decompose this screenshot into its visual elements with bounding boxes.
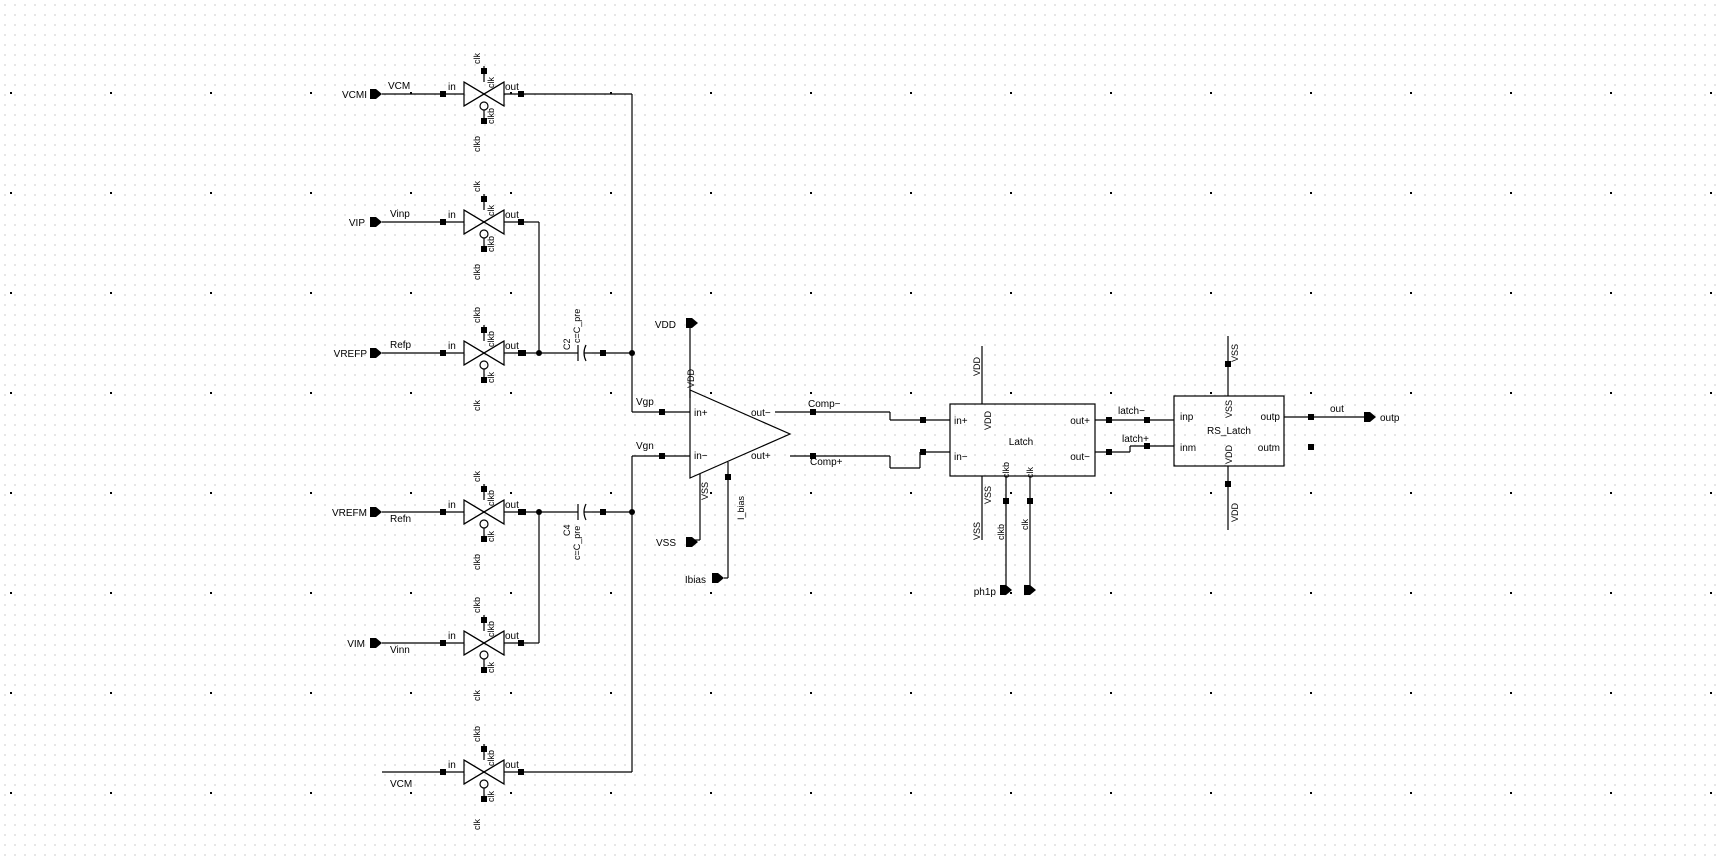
net-latch-minus-label: latch− [1118,406,1145,417]
latch-vdd-pin-label: VDD [983,410,993,430]
rs-latch-vdd-net-label: VDD [1230,502,1240,522]
rs-latch-outm-label: outm [1258,443,1280,454]
rs-latch-vss-pin-label: VSS [1224,400,1234,418]
switch-inner-top-label: clkb [486,490,496,506]
switch-in-label: in [448,760,456,771]
net-out-label: out [1330,404,1344,415]
opamp-vss-label: VSS [700,482,710,500]
switch-in-label: in [448,631,456,642]
net-comp-minus-label: Comp− [808,399,841,410]
switch-bottom-clock-label: clk [472,819,482,830]
pin-vcmi-label: VCMI [342,90,367,101]
switch-out-label: out [505,631,519,642]
switch-inner-bottom-label: clkb [486,236,496,252]
pin-vrefp-label: VREFP [334,349,368,360]
switch-in-label: in [448,341,456,352]
opamp-out-minus-label: out− [751,408,771,419]
pin-vdd-label: VDD [655,320,676,331]
switch-in-label: in [448,500,456,511]
rs-latch-name: RS_Latch [1207,426,1251,437]
switch-top-clock-label: clkb [472,597,482,613]
latch-in-plus-label: in+ [954,416,968,427]
switch-inner-top-label: clkb [486,621,496,637]
latch-in-minus-label: in− [954,452,968,463]
net-refn-label: Refn [390,514,411,525]
pin-vim-label: VIM [347,639,365,650]
net-vinn-label: Vinn [390,645,410,656]
latch-out-minus-label: out− [1070,452,1090,463]
switch-out-label: out [505,760,519,771]
net-vcm-top-label: VCM [388,81,410,92]
switch-bottom-clock-label: clkb [472,554,482,570]
switch-inner-top-label: clkb [486,750,496,766]
switch-top-clock-label: clkb [472,307,482,323]
switch-out-label: out [505,82,519,93]
rs-latch-inm-label: inm [1180,443,1196,454]
rs-latch-vss-net-label: VSS [1230,344,1240,362]
net-vgp-label: Vgp [636,397,654,408]
latch-vss-pin-label: VSS [983,486,993,504]
latch-vss-net-label: VSS [972,522,982,540]
net-latch-plus-label: latch+ [1122,434,1149,445]
switch-inner-bottom-label: clk [486,791,496,802]
net-vgn-label: Vgn [636,441,654,452]
pin-vss-label: VSS [656,538,676,549]
capacitor-c4-value: c=C_pre [572,526,582,560]
switch-inner-top-label: clkb [486,331,496,347]
switch-out-label: out [505,341,519,352]
switch-inner-top-label: clk [486,77,496,88]
switch-in-label: in [448,82,456,93]
switch-inner-bottom-label: clkb [486,108,496,124]
net-refp-label: Refp [390,340,412,351]
switch-bottom-clock-label: clk [472,400,482,411]
net-vcm-bottom-label: VCM [390,779,412,790]
switch-out-label: out [505,210,519,221]
capacitor-c2-name: C2 [562,338,572,350]
pin-vip-label: VIP [349,218,365,229]
net-comp-plus-label: Comp+ [810,457,843,468]
pin-outp-label: outp [1380,413,1400,424]
switch-bottom-clock-label: clkb [472,264,482,280]
opamp-ibias-label: I_bias [736,495,746,520]
latch-clkb-pin-label: clkb [1001,462,1011,478]
net-vinp-label: Vinp [390,209,410,220]
switch-inner-top-label: clk [486,205,496,216]
latch-clk-net-label: clk [1020,519,1030,530]
switch-bottom-clock-label: clkb [472,136,482,152]
switch-top-clock-label: clk [472,471,482,482]
opamp-vdd-label: VDD [686,368,696,388]
switch-bottom-clock-label: clk [472,690,482,701]
rs-latch-inp-label: inp [1180,412,1194,423]
capacitor-c4-name: C4 [562,524,572,536]
latch-vdd-net-label: VDD [972,356,982,376]
pin-ph1p-label: ph1p [974,587,997,598]
switch-in-label: in [448,210,456,221]
capacitor-c2-value: c=C_pre [572,309,582,343]
pin-vrefm-label: VREFM [332,508,367,519]
rs-latch-vdd-pin-label: VDD [1224,444,1234,464]
pin-ibias-label: Ibias [685,575,706,586]
switch-top-clock-label: clk [472,181,482,192]
opamp-out-plus-label: out+ [751,451,771,462]
latch-name: Latch [1009,437,1033,448]
switch-top-clock-label: clk [472,53,482,64]
switch-inner-bottom-label: clk [486,372,496,383]
switch-out-label: out [505,500,519,511]
switch-inner-bottom-label: clk [486,531,496,542]
switch-inner-bottom-label: clk [486,662,496,673]
opamp-in-plus-label: in+ [694,408,708,419]
rs-latch-outp-label: outp [1261,412,1281,423]
latch-out-plus-label: out+ [1070,416,1090,427]
switch-top-clock-label: clkb [472,726,482,742]
opamp-in-minus-label: in− [694,451,708,462]
latch-clkb-net-label: clkb [996,524,1006,540]
